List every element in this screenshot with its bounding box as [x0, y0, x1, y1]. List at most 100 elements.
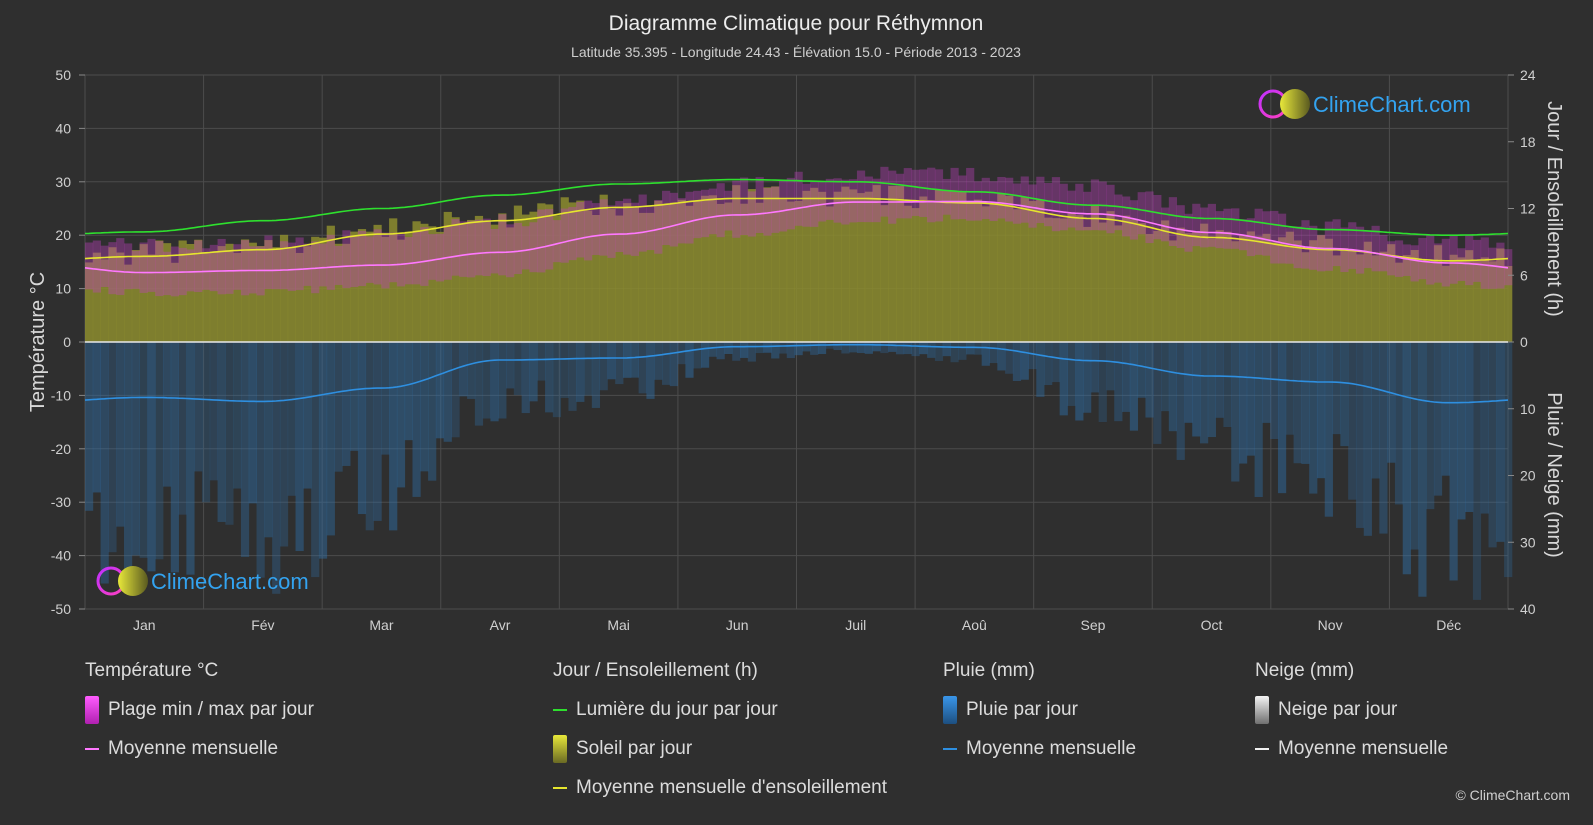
rain-bar [389, 342, 398, 531]
sunshine-bar [1270, 242, 1279, 342]
rain-bar [833, 342, 842, 351]
temp-range-bar [1020, 176, 1029, 223]
temp-range-bar [1324, 221, 1333, 271]
sunshine-bar [303, 246, 312, 342]
rain-bar [997, 342, 1006, 371]
temp-range-bar [763, 187, 772, 236]
sunshine-bar [1020, 196, 1029, 342]
sunshine-bar [841, 186, 850, 342]
sunshine-bar [771, 186, 780, 342]
temp-range-bar [825, 178, 834, 220]
sunshine-bar [560, 197, 569, 342]
temp-range-bar [1051, 177, 1061, 232]
left-tick-label: -30 [51, 494, 71, 510]
sunshine-bar [1309, 240, 1318, 342]
rain-bar [85, 342, 94, 511]
sunshine-bar [1426, 261, 1435, 342]
legend-label: Moyenne mensuelle [966, 738, 1137, 759]
rain-bar [786, 342, 795, 359]
temp-range-bar [1457, 248, 1466, 281]
temp-range-bar [334, 245, 343, 285]
temp-range-bar [732, 180, 741, 238]
left-tick-label: 30 [55, 174, 71, 190]
left-tick-label: 40 [55, 120, 71, 136]
rain-bar [396, 342, 406, 488]
temp-range-bar [225, 250, 234, 294]
swatch-temp-range [85, 696, 99, 724]
sunshine-bar [287, 247, 296, 342]
legend-title: Jour / Ensoleillement (h) [553, 660, 758, 681]
temp-range-bar [997, 176, 1006, 219]
left-axis-ticks: 50 40 30 20 10 0 -10 -20 -30 -40 -50 [51, 67, 85, 617]
temp-range-bar [685, 191, 694, 244]
temp-range-bar [209, 244, 218, 292]
legend-item: Pluie par jour [943, 696, 1136, 724]
rain-bar [350, 342, 359, 451]
rain-bar [942, 342, 951, 357]
rain-bar [186, 342, 195, 575]
rain-bar [1215, 342, 1224, 418]
right-axis-ticks: 24 18 12 6 0 10 20 30 40 [1508, 67, 1536, 617]
rain-bar [474, 342, 484, 426]
rain-bar [1277, 342, 1287, 494]
sunshine-bar [1254, 236, 1263, 342]
temp-range-bar [607, 205, 616, 258]
rain-bar [1449, 342, 1458, 581]
temp-range-bar [350, 235, 359, 288]
sunshine-bar [739, 203, 749, 342]
sunshine-bar [529, 211, 538, 342]
temp-range-bar [700, 189, 710, 238]
temp-range-bar [1106, 184, 1115, 234]
left-tick-label: 50 [55, 67, 71, 83]
temp-range-bar [755, 177, 764, 234]
sunshine-bar [669, 202, 678, 342]
rain-bar [1457, 342, 1466, 520]
rain-bar [638, 342, 647, 394]
rain-bar [872, 342, 881, 352]
sunshine-bar [279, 234, 289, 342]
temp-range-bar [1215, 211, 1224, 249]
sunshine-bar [1324, 238, 1333, 342]
temp-range-bar [1348, 222, 1357, 269]
x-tick-label: Mar [369, 617, 393, 633]
temp-range-bar [155, 241, 164, 297]
temp-range-bar [646, 205, 655, 251]
temp-range-bar [404, 237, 413, 285]
legend-label: Soleil par jour [576, 738, 693, 759]
swatch-sunshine [553, 735, 567, 763]
left-tick-label: -40 [51, 548, 71, 564]
brand-name-top: ClimeChart.com [1313, 92, 1471, 117]
rain-bar [771, 342, 780, 359]
logo-sun-icon [118, 566, 148, 596]
rain-bar [1472, 342, 1482, 600]
sunshine-bar [389, 218, 398, 342]
sunshine-bar [1122, 215, 1131, 342]
rain-bar [334, 342, 343, 472]
sunshine-bar [326, 225, 335, 342]
sunshine-bar [638, 212, 647, 342]
sunshine-bar [646, 212, 655, 342]
rain-bar [162, 342, 172, 487]
rain-bar [1316, 342, 1326, 479]
temp-range-bar [521, 226, 530, 270]
rain-bar [1348, 342, 1357, 500]
rain-bar [1005, 342, 1014, 374]
sunshine-bar [981, 206, 990, 342]
sunshine-bar [1192, 231, 1201, 342]
sunshine-bar [1441, 265, 1450, 342]
rain-bar [677, 342, 686, 365]
temp-range-bar [716, 183, 725, 238]
rain-bar [817, 342, 827, 355]
rain-bar [155, 342, 164, 560]
sunshine-bar [256, 246, 265, 342]
rain-bar [1238, 342, 1248, 464]
left-tick-label: 0 [63, 334, 71, 350]
temp-range-bar [615, 201, 624, 253]
rain-bar [201, 342, 211, 503]
rain-bar [1363, 342, 1372, 536]
legend-label: Plage min / max par jour [108, 699, 314, 720]
rain-bar [950, 342, 959, 363]
rain-daily-bars [85, 342, 1513, 600]
legend-title: Neige (mm) [1255, 660, 1355, 681]
rain-bar [1402, 342, 1411, 575]
